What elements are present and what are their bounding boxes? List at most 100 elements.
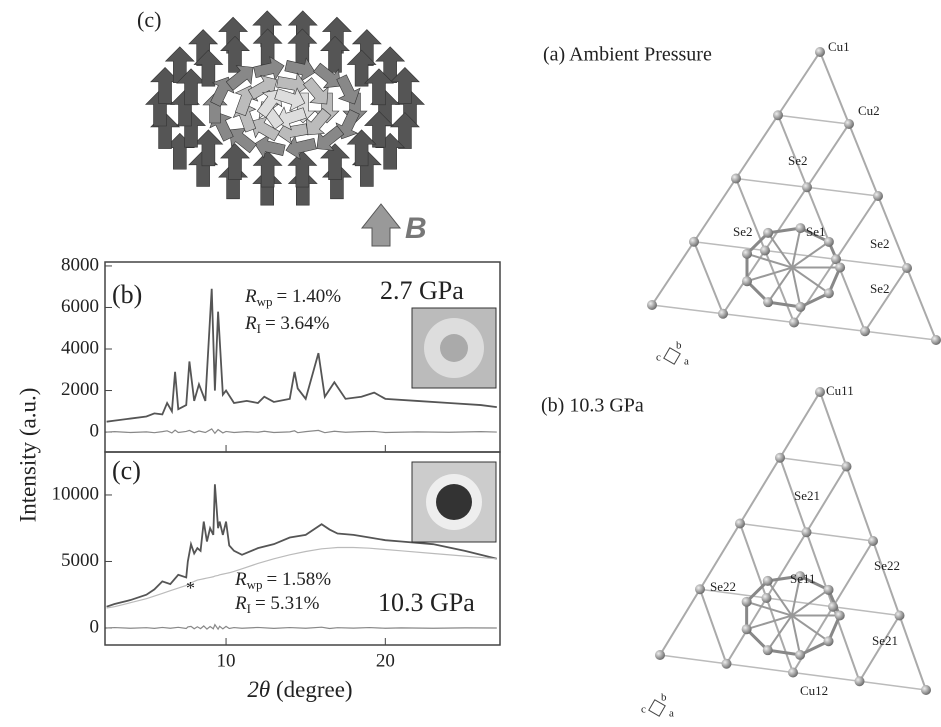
fit-subscript: wp [257, 294, 273, 309]
bond [651, 241, 695, 306]
fit-subscript: I [257, 321, 261, 336]
atom-label: Se22 [874, 558, 900, 573]
bond [739, 457, 781, 525]
arrow-shape [274, 87, 306, 112]
bond [746, 614, 793, 631]
arrow-shape [302, 77, 329, 105]
bond [819, 51, 850, 125]
fit-value: = 3.64% [265, 313, 330, 334]
atom [789, 317, 799, 328]
atom [841, 461, 852, 472]
atom [761, 593, 772, 603]
atom [775, 452, 785, 463]
fit-value: = 1.40% [277, 286, 342, 307]
bond [746, 266, 793, 283]
spin-arrow [287, 28, 318, 66]
pressure-label: 10.3 GPa [378, 588, 475, 617]
spin-arrow [250, 116, 281, 142]
bond [766, 597, 834, 608]
bond [791, 227, 802, 268]
atom [760, 245, 770, 256]
axes-cube [648, 699, 666, 717]
bond [779, 457, 808, 533]
atom [931, 335, 941, 345]
series-line [106, 288, 497, 423]
atom [763, 297, 774, 308]
atom-label: Se2 [870, 236, 890, 251]
arrow-shape [316, 125, 345, 151]
atom [795, 649, 806, 660]
atom [695, 584, 705, 595]
bond [877, 195, 908, 269]
atom [802, 182, 812, 193]
atom-label: Se1 [806, 224, 826, 239]
arrow-shape [275, 106, 307, 131]
bond [766, 614, 793, 651]
atom [823, 584, 834, 595]
fit-subscript: wp [247, 577, 263, 592]
atom-label: Cu11 [826, 383, 854, 398]
spin-arrow [252, 150, 283, 188]
atom [835, 262, 846, 273]
bond [792, 606, 834, 674]
atom [762, 575, 773, 586]
field-label: B [405, 212, 427, 245]
bond [767, 226, 801, 235]
bond [726, 663, 794, 674]
spin-arrow [150, 67, 181, 104]
atom [823, 236, 834, 247]
bond [791, 588, 830, 617]
bond [791, 267, 802, 308]
bond [765, 597, 794, 673]
bond [791, 614, 830, 643]
bond [722, 313, 795, 324]
bond [858, 614, 901, 682]
spin-arrow [193, 129, 224, 167]
atom [773, 110, 783, 121]
fit-index: Rwp = 1.58% [234, 569, 331, 592]
spin-arrow [287, 150, 318, 188]
fit-index: RI = 5.31% [234, 593, 320, 616]
bond [793, 321, 866, 332]
arrow-shape [313, 62, 341, 89]
y-tick-label: 0 [90, 420, 100, 441]
axis-letter: b [676, 340, 682, 352]
spin-arrow [313, 62, 341, 89]
bond [898, 615, 927, 691]
y-tick-label: 6000 [61, 296, 99, 317]
bond [746, 252, 793, 269]
atom-label: Se2 [870, 281, 890, 296]
spin-arrow [247, 74, 278, 100]
spin-arrow [274, 87, 306, 112]
arrow-shape [389, 67, 420, 104]
atom [655, 650, 665, 660]
atom [921, 685, 931, 695]
y-tick-label: 4000 [61, 337, 99, 358]
pressure-label: 2.7 GPa [380, 276, 464, 305]
atom [854, 676, 865, 687]
x-tick-label: 10 [217, 650, 236, 671]
spin-arrow [176, 68, 207, 106]
atom [815, 387, 825, 397]
bond [779, 457, 847, 468]
bond [790, 615, 802, 656]
bond [659, 588, 701, 656]
atom [731, 173, 741, 184]
structure-title: (b) 10.3 GPa [541, 395, 644, 417]
atom-label: Se2 [733, 224, 753, 239]
atom [795, 571, 806, 582]
atom [741, 596, 752, 607]
bond [767, 648, 801, 657]
fit-subscript: I [247, 601, 251, 616]
arrow-shape [363, 110, 394, 148]
atom [788, 667, 798, 678]
spin-arrow [363, 110, 394, 148]
inset-spot [436, 484, 472, 520]
bond [835, 258, 908, 269]
arrow-shape [287, 150, 318, 188]
arrow-shape [346, 129, 377, 167]
bond [693, 241, 724, 315]
y-tick-label: 0 [90, 616, 100, 637]
bond [791, 266, 830, 295]
